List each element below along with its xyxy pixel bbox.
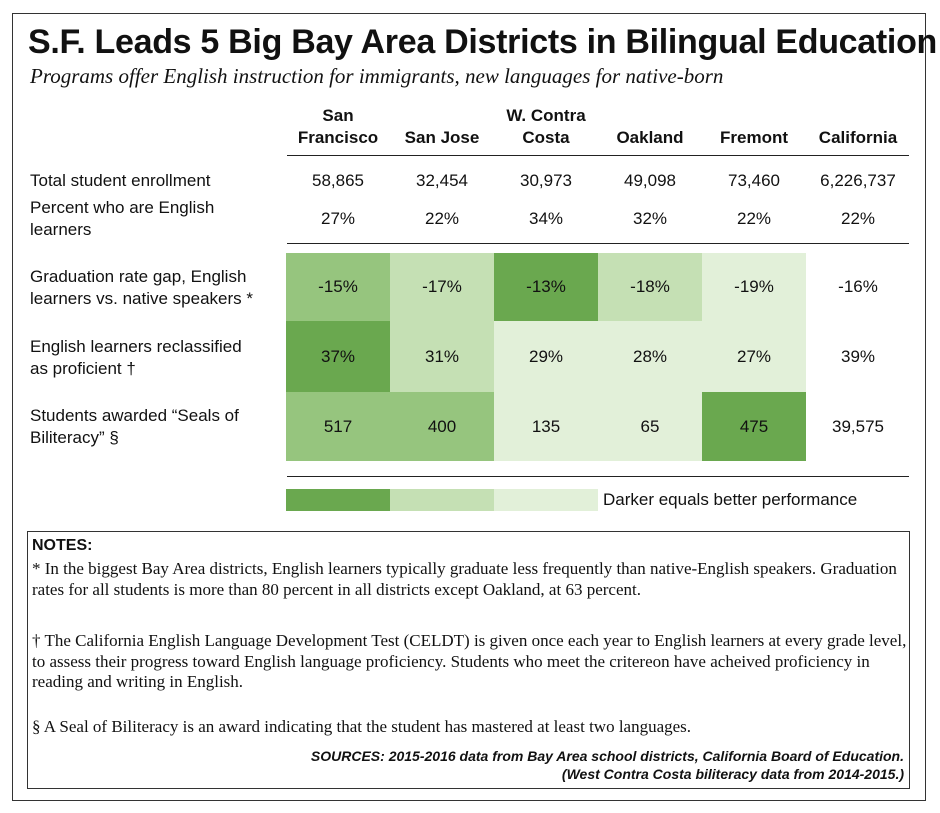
note-celdt: † The California English Language Develo… [32,631,907,691]
table-cell: 22% [840,209,876,228]
shaded-cell: 29% [494,321,598,392]
shaded-cell: 135 [494,392,598,461]
notes-title: NOTES: [32,537,93,554]
shaded-cell: -13% [494,253,598,321]
table-cell: 30,973 [520,171,572,190]
row-label-enrollment: Total student enrollment [30,171,211,190]
shaded-cell: -19% [702,253,806,321]
legend-swatch-light [494,489,598,511]
shaded-cell: 475 [702,392,806,461]
legend-divider [287,476,909,477]
table-cell: 22% [424,209,460,228]
column-header-san-francisco: San Francisco [297,106,379,147]
row-label-percent-english-learners: Percent who are English learners [30,198,215,239]
notes-box: NOTES: * In the biggest Bay Area distric… [27,531,910,789]
page-subtitle: Programs offer English instruction for i… [30,64,724,88]
graphic-frame [12,13,926,801]
page-title: S.F. Leads 5 Big Bay Area Districts in B… [28,23,938,61]
row-label-graduation-gap: Graduation rate gap, English learners vs… [30,267,253,308]
table-cell: 58,865 [312,171,364,190]
legend-label: Darker equals better performance [603,490,858,509]
legend-swatch-dark [286,489,390,511]
legend-swatch-medium [390,489,494,511]
sources-credit: SOURCES: 2015-2016 data from Bay Area sc… [310,748,904,782]
table-cell: -16% [838,277,878,296]
table-cell: 32% [632,209,668,228]
column-header-california: California [818,128,898,147]
table-cell: 27% [320,209,356,228]
table-cell: 49,098 [624,171,676,190]
table-cell: 32,454 [416,171,468,190]
shaded-cell: 400 [390,392,494,461]
table-cell: 39% [840,346,876,366]
shaded-cell: -15% [286,253,390,321]
column-header-san-jose: San Jose [404,128,480,147]
note-graduation: * In the biggest Bay Area districts, Eng… [32,559,897,599]
shaded-cell: -18% [598,253,702,321]
header-divider [287,155,909,156]
row-label-reclassified: English learners reclassified as profici… [30,337,242,378]
shaded-cell: 31% [390,321,494,392]
table-cell: 39,575 [832,416,884,436]
section-divider [287,243,909,244]
column-header-fremont: Fremont [720,128,788,147]
table-cell: 34% [528,209,564,228]
shaded-cell: 517 [286,392,390,461]
shaded-cell: 37% [286,321,390,392]
shaded-cell: 65 [598,392,702,461]
row-label-seals-of-biliteracy: Students awarded “Seals of Biliteracy” § [30,406,239,447]
table-cell: 6,226,737 [820,171,896,190]
column-header-w-contra-costa: W. Contra Costa [506,106,586,147]
shaded-cell: 28% [598,321,702,392]
note-seal-of-biliteracy: § A Seal of Biliteracy is an award indic… [32,717,692,736]
column-header-oakland: Oakland [616,128,684,147]
shaded-cell: -17% [390,253,494,321]
shaded-cell: 27% [702,321,806,392]
table-cell: 22% [736,209,772,228]
table-cell: 73,460 [728,171,780,190]
